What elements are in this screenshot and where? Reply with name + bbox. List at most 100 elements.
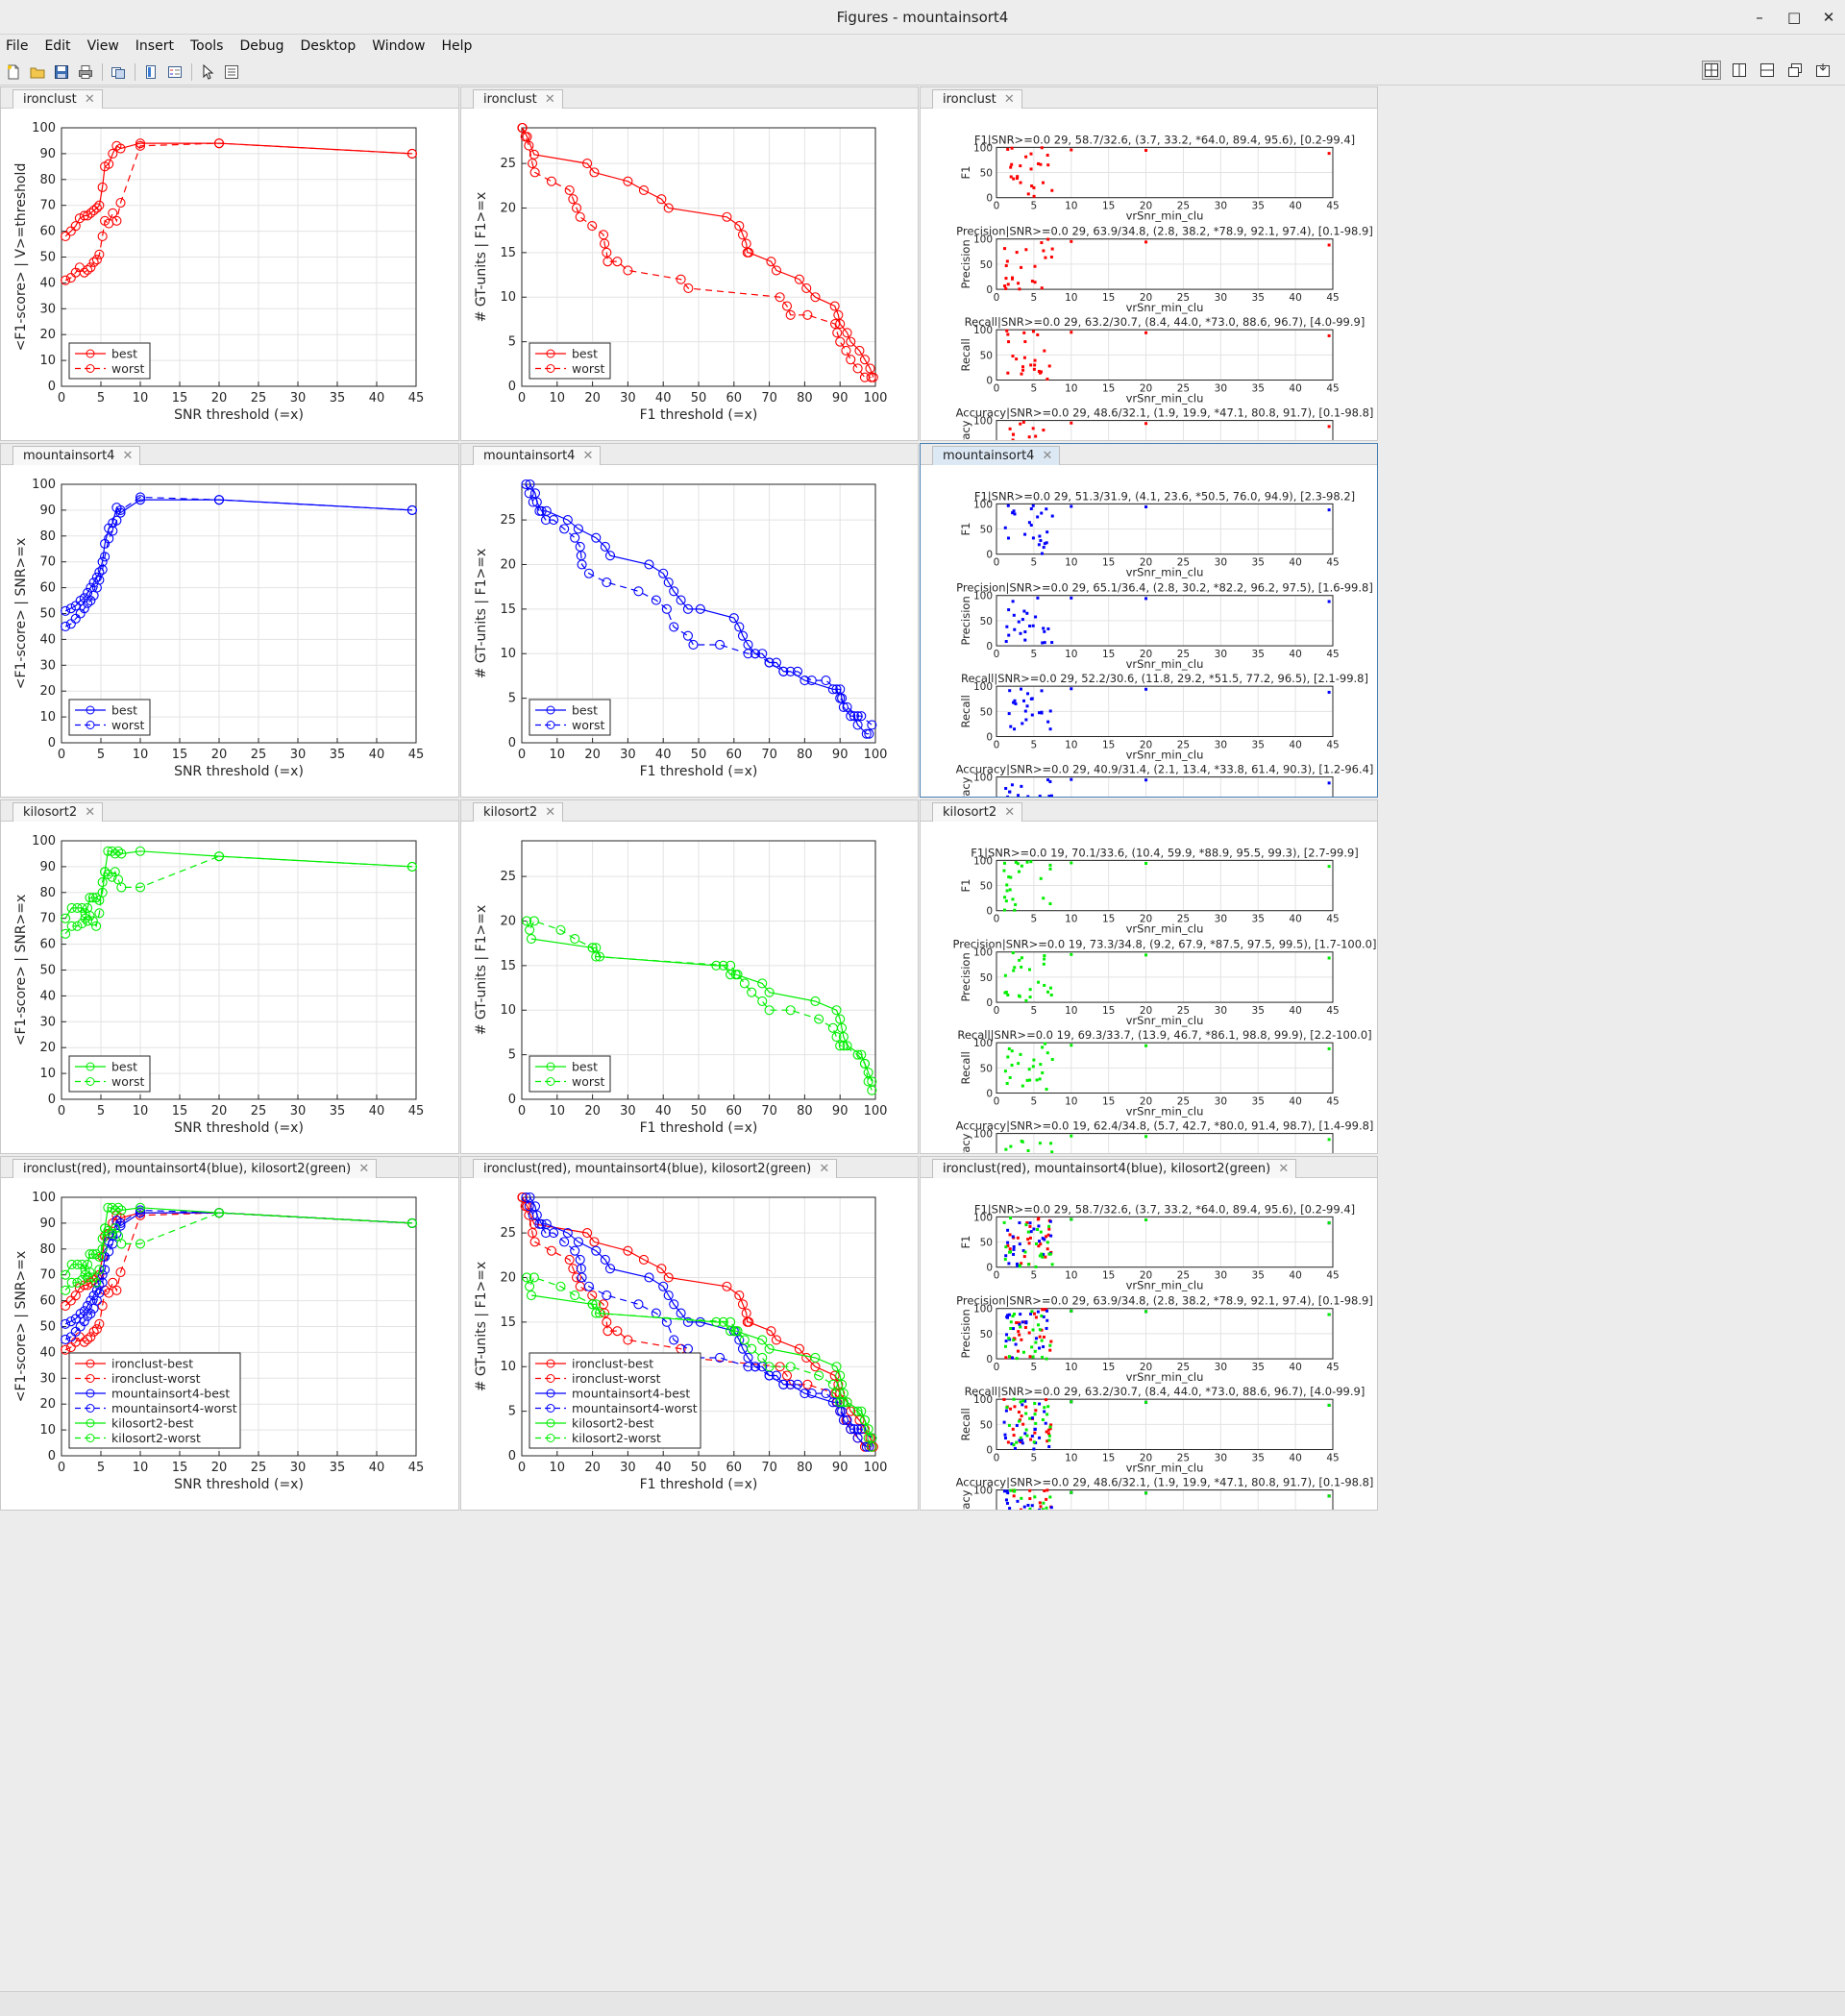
close-tab-icon[interactable]: ✕ (122, 449, 134, 463)
close-tab-icon[interactable]: ✕ (544, 92, 555, 107)
menu-window[interactable]: Window (372, 38, 426, 54)
scatter-point (1028, 1507, 1032, 1510)
close-tab-icon[interactable]: ✕ (1004, 805, 1016, 820)
figure-tab[interactable]: ironclust(red), mountainsort4(blue), kil… (932, 1159, 1297, 1178)
figure-panel[interactable]: mountainsort4 ✕ 0 5 10 15 20 25 30 35 40 45 0 50 100 F1… (920, 443, 1378, 798)
close-tab-icon[interactable]: ✕ (1042, 449, 1053, 463)
scatter-point (1050, 1150, 1054, 1153)
menu-debug[interactable]: Debug (239, 38, 284, 54)
close-tab-icon[interactable]: ✕ (1278, 1162, 1290, 1176)
x-tick-label: 0 (994, 1453, 1000, 1464)
data-point (577, 1272, 587, 1283)
menu-help[interactable]: Help (441, 38, 473, 54)
link-icon[interactable] (109, 62, 128, 82)
data-point (61, 231, 71, 242)
float-icon[interactable] (1785, 61, 1805, 80)
maximize-button[interactable]: □ (1787, 9, 1802, 26)
legend-icon[interactable] (165, 62, 184, 82)
figure-tab[interactable]: mountainsort4 ✕ (473, 446, 602, 465)
scatter-point (1042, 546, 1046, 550)
scatter-point (1032, 1058, 1036, 1062)
scatter-point (1032, 1447, 1036, 1451)
minimize-button[interactable]: – (1756, 9, 1763, 26)
legend: ironclust-bestironclust-worstmountainsor… (68, 1352, 241, 1449)
close-tab-icon[interactable]: ✕ (582, 449, 594, 463)
figure-tab[interactable]: kilosort2 ✕ (932, 802, 1023, 822)
figure-panel[interactable]: kilosort2 ✕ 0 5 10 15 20 25 30 35 40 45 0 50 100 F1|SNR… (920, 799, 1378, 1154)
figure-tab[interactable]: ironclust ✕ (12, 89, 103, 109)
menu-tools[interactable]: Tools (189, 38, 224, 54)
scatter-point (1046, 990, 1050, 994)
y-axis-label: F1 (959, 166, 972, 180)
scatter-point (1041, 1308, 1045, 1312)
open-icon[interactable] (28, 62, 47, 82)
figure-panel[interactable]: mountainsort4 ✕ 0 5 10 15 20 25 30 35 40 45 0 10 20 30 4… (0, 443, 459, 798)
figure-panel[interactable]: ironclust(red), mountainsort4(blue), kil… (460, 1156, 919, 1511)
close-button[interactable]: ✕ (1822, 9, 1835, 26)
property-editor-icon[interactable] (222, 62, 241, 82)
figure-panel[interactable]: ironclust ✕ 0 5 10 15 20 25 30 35 40 45 0 50 100 F1|SNR… (920, 86, 1378, 441)
series-worst (61, 1205, 417, 1344)
save-icon[interactable] (52, 62, 71, 82)
scatter-point (1022, 1255, 1026, 1259)
x-tick-label: 30 (290, 1461, 307, 1475)
colorbar-icon[interactable] (141, 62, 160, 82)
print-icon[interactable] (76, 62, 95, 82)
figure-panel[interactable]: ironclust(red), mountainsort4(blue), kil… (920, 1156, 1378, 1511)
menu-edit[interactable]: Edit (44, 38, 71, 54)
tile-grid-icon[interactable] (1702, 61, 1721, 80)
figure-tab[interactable]: kilosort2 ✕ (12, 802, 104, 822)
close-tab-icon[interactable]: ✕ (84, 92, 95, 107)
close-tab-icon[interactable]: ✕ (545, 805, 556, 820)
x-tick-label: 5 (97, 748, 105, 762)
x-axis-label: vrSnr_min_clu (1126, 1370, 1204, 1384)
top-bottom-icon[interactable] (1758, 61, 1777, 80)
close-tab-icon[interactable]: ✕ (85, 805, 96, 820)
data-point (91, 203, 102, 213)
scatter-point (1020, 1338, 1023, 1341)
close-tab-icon[interactable]: ✕ (819, 1162, 830, 1176)
new-figure-icon[interactable] (4, 62, 23, 82)
x-tick-label: 30 (620, 748, 636, 762)
y-tick-label: 40 (39, 632, 56, 647)
figure-tab[interactable]: ironclust ✕ (473, 89, 563, 109)
data-point (715, 639, 726, 651)
tab-strip: ironclust ✕ (921, 87, 1377, 109)
figure-tab[interactable]: kilosort2 ✕ (473, 802, 564, 822)
scatter-point (1006, 1055, 1010, 1059)
scatter-point (1045, 1357, 1048, 1361)
data-point (559, 524, 570, 534)
data-point (846, 336, 856, 347)
series-worst (61, 1208, 417, 1295)
scatter-point (1015, 1440, 1019, 1444)
figure-panel[interactable]: kilosort2 ✕ 0 5 10 15 20 25 30 35 40 45 0 10 20 30 40 50 6… (0, 799, 459, 1154)
figure-panel[interactable]: mountainsort4 ✕ 0 10 20 30 40 50 60 70 80 90 100 0 5 10… (460, 443, 919, 798)
left-right-icon[interactable] (1730, 61, 1749, 80)
menu-view[interactable]: View (86, 38, 119, 54)
y-tick-label: 90 (39, 1217, 56, 1231)
dock-icon[interactable] (1813, 61, 1833, 80)
x-tick-label: 45 (1326, 383, 1339, 395)
figure-panel[interactable]: ironclust ✕ 0 5 10 15 20 25 30 35 40 45 0 10 20 30 40 50 6… (0, 86, 459, 441)
x-tick-label: 45 (408, 748, 425, 762)
close-tab-icon[interactable]: ✕ (1003, 92, 1015, 107)
figure-panel[interactable]: kilosort2 ✕ 0 10 20 30 40 50 60 70 80 90 100 0 5 10 15 20… (460, 799, 919, 1154)
menu-insert[interactable]: Insert (135, 38, 174, 54)
figure-tab[interactable]: mountainsort4 ✕ (932, 446, 1061, 465)
scatter-point (1015, 177, 1019, 181)
data-point (734, 1290, 745, 1301)
data-point (83, 1272, 93, 1283)
figure-panel[interactable]: ironclust ✕ 0 10 20 30 40 50 60 70 80 90 100 0 5 10 15 20… (460, 86, 919, 441)
figure-tab[interactable]: ironclust(red), mountainsort4(blue), kil… (12, 1159, 378, 1178)
figure-tab[interactable]: ironclust(red), mountainsort4(blue), kil… (473, 1159, 838, 1178)
figure-tab[interactable]: mountainsort4 ✕ (12, 446, 141, 465)
scatter-point (1024, 1321, 1028, 1325)
figure-tab[interactable]: ironclust ✕ (932, 89, 1022, 109)
pointer-icon[interactable] (198, 62, 217, 82)
close-tab-icon[interactable]: ✕ (358, 1162, 370, 1176)
data-point (94, 908, 105, 919)
figure-panel[interactable]: ironclust(red), mountainsort4(blue), kil… (0, 1156, 459, 1511)
menu-file[interactable]: File (6, 38, 29, 54)
menu-desktop[interactable]: Desktop (300, 38, 357, 54)
